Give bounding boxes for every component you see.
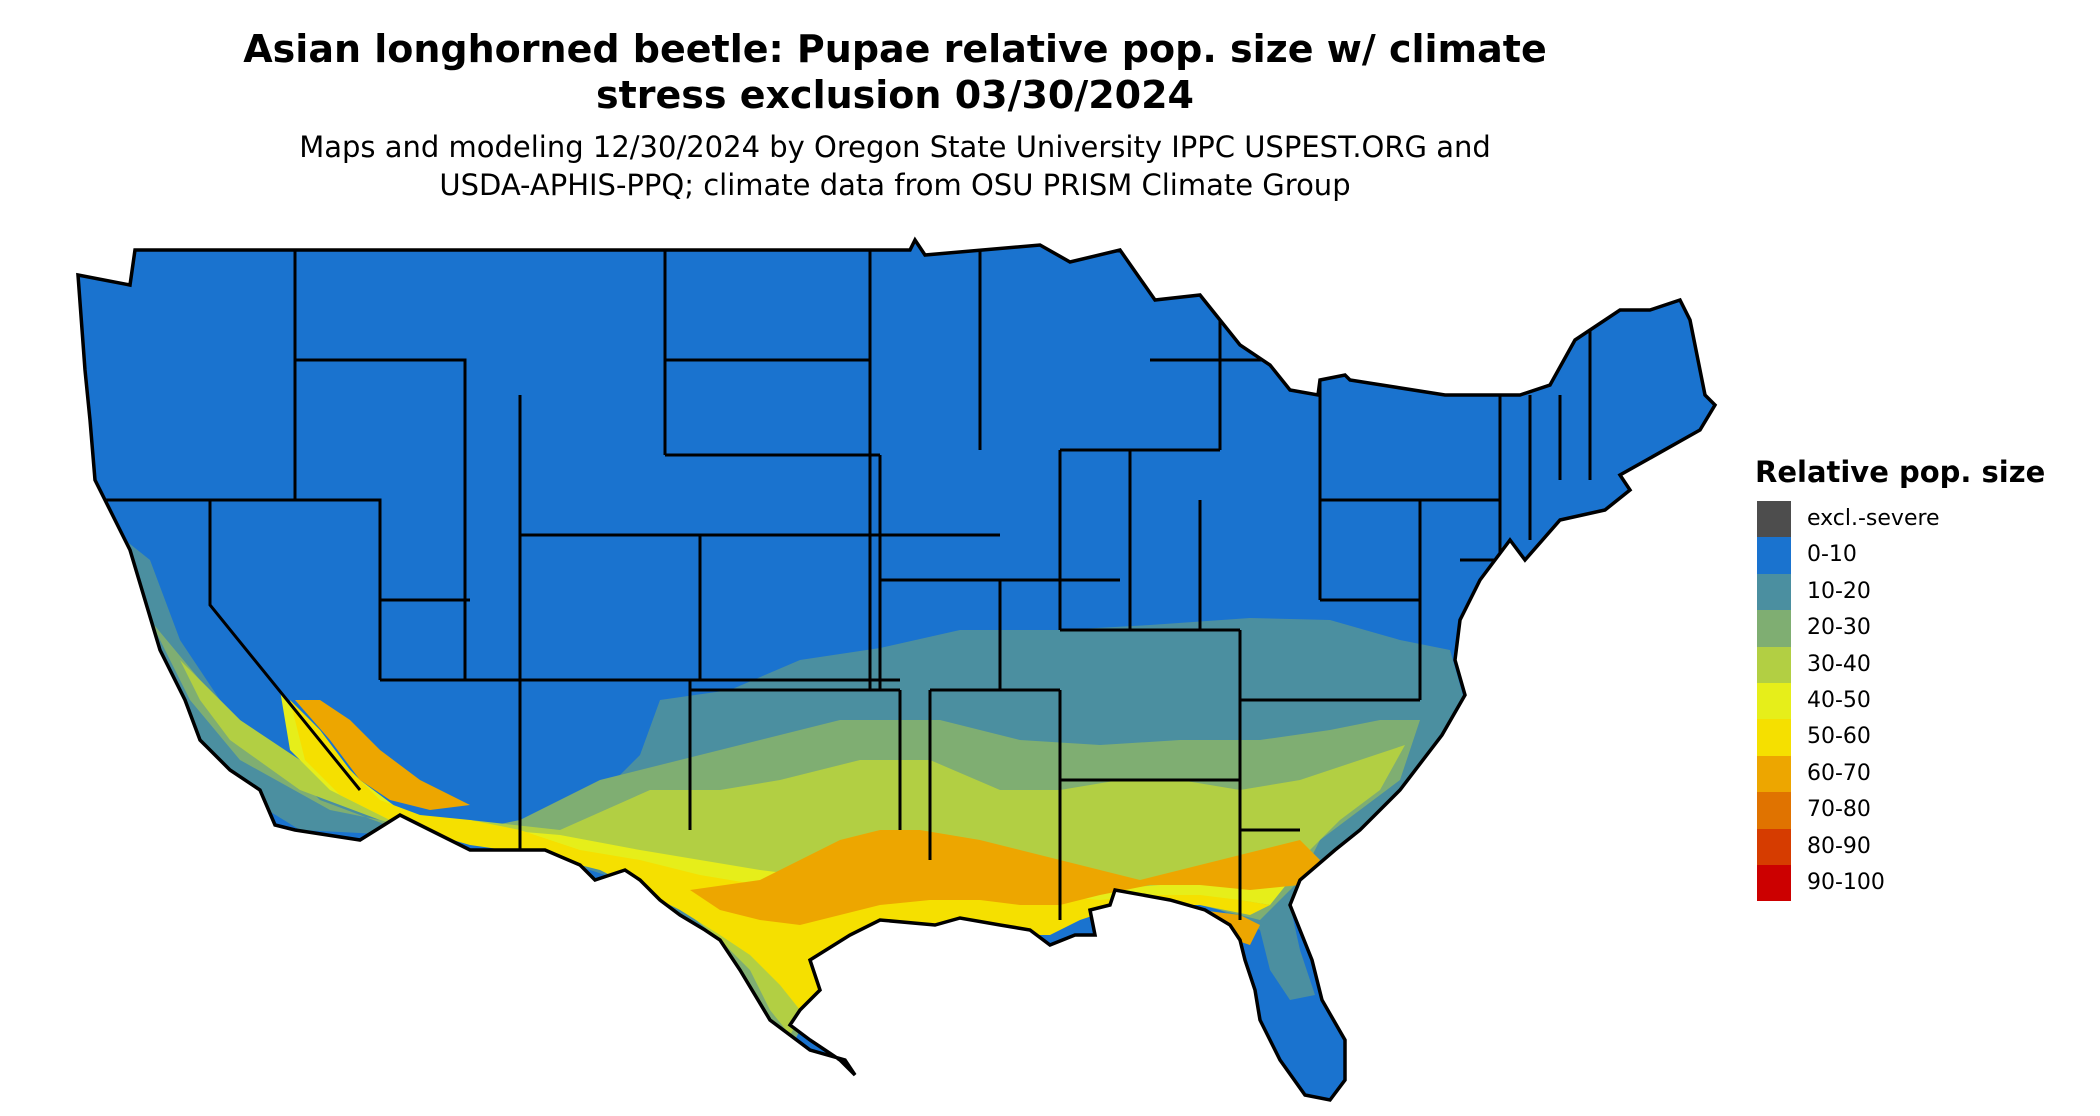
legend-swatch (1757, 646, 1791, 683)
legend-swatch (1757, 537, 1791, 574)
legend-item: 20-30 (1755, 610, 2085, 647)
legend-swatch (1757, 719, 1791, 756)
state-borders (95, 250, 1592, 1100)
legend-swatch (1757, 682, 1791, 720)
zone-30-40 (180, 660, 1405, 1035)
legend: Relative pop. size excl.-severe 0-10 10-20… (1755, 455, 2085, 902)
legend-label: 30-40 (1807, 651, 1871, 677)
legend-item: 70-80 (1755, 792, 2085, 829)
map-title: Asian longhorned beetle: Pupae relative … (0, 26, 1790, 118)
legend-swatch (1757, 573, 1791, 611)
zone-60-70 (295, 700, 1320, 945)
legend-swatch (1757, 792, 1791, 829)
legend-item: 0-10 (1755, 537, 2085, 574)
legend-swatch (1757, 828, 1791, 865)
legend-label: 10-20 (1807, 578, 1871, 604)
legend-label: 80-90 (1807, 833, 1871, 859)
legend-swatch (1757, 755, 1791, 793)
legend-swatch (1757, 501, 1791, 538)
legend-label: 50-60 (1807, 724, 1871, 750)
legend-swatch (1757, 864, 1791, 902)
legend-label: 0-10 (1807, 542, 1857, 568)
legend-item: 80-90 (1755, 828, 2085, 865)
legend-items: excl.-severe 0-10 10-20 20-30 30-40 40-50 50-6… (1755, 501, 2085, 902)
legend-item: 30-40 (1755, 646, 2085, 683)
map-subtitle-line-1: Maps and modeling 12/30/2024 by Oregon S… (299, 130, 1491, 164)
legend-label: 60-70 (1807, 760, 1871, 786)
legend-swatch (1757, 610, 1791, 647)
legend-label: 40-50 (1807, 687, 1871, 713)
legend-label: 90-100 (1807, 869, 1885, 895)
map-title-line-2: stress exclusion 03/30/2024 (596, 73, 1194, 117)
legend-item: 10-20 (1755, 573, 2085, 611)
us-outline (76, 236, 1718, 1102)
legend-label: excl.-severe (1807, 506, 1940, 531)
legend-item: 90-100 (1755, 864, 2085, 902)
map-subtitle-line-2: USDA-APHIS-PPQ; climate data from OSU PR… (439, 168, 1351, 202)
legend-item: 50-60 (1755, 719, 2085, 756)
legend-item: 60-70 (1755, 755, 2085, 793)
legend-item: 40-50 (1755, 682, 2085, 720)
map-subtitle: Maps and modeling 12/30/2024 by Oregon S… (0, 128, 1790, 204)
us-landmass (78, 240, 1715, 1100)
map-title-line-1: Asian longhorned beetle: Pupae relative … (243, 27, 1547, 71)
legend-title: Relative pop. size (1755, 455, 2046, 489)
legend-label: 20-30 (1807, 615, 1871, 641)
legend-label: 70-80 (1807, 797, 1871, 823)
legend-item: excl.-severe (1755, 501, 2085, 538)
